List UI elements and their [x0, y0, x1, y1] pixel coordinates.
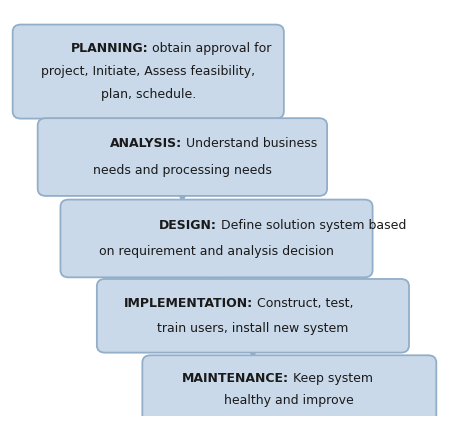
Text: on requirement and analysis decision: on requirement and analysis decision — [99, 245, 334, 258]
FancyBboxPatch shape — [38, 118, 327, 196]
FancyBboxPatch shape — [61, 200, 373, 277]
FancyBboxPatch shape — [142, 355, 436, 423]
FancyBboxPatch shape — [13, 25, 284, 119]
Text: PLANNING:: PLANNING: — [71, 42, 148, 55]
Text: Construct, test,: Construct, test, — [253, 297, 354, 310]
Text: IMPLEMENTATION:: IMPLEMENTATION: — [124, 297, 253, 310]
FancyBboxPatch shape — [97, 279, 409, 353]
Text: ANALYSIS:: ANALYSIS: — [110, 137, 182, 151]
Text: Keep system: Keep system — [289, 371, 374, 385]
Text: Define solution system based: Define solution system based — [217, 219, 406, 232]
Text: MAINTENANCE:: MAINTENANCE: — [182, 371, 289, 385]
Text: Understand business: Understand business — [182, 137, 318, 151]
Text: healthy and improve: healthy and improve — [225, 393, 354, 407]
Text: train users, install new system: train users, install new system — [157, 321, 348, 335]
Text: DESIGN:: DESIGN: — [159, 219, 217, 232]
Text: project, Initiate, Assess feasibility,: project, Initiate, Assess feasibility, — [41, 65, 255, 78]
Text: needs and processing needs: needs and processing needs — [93, 164, 272, 177]
Text: obtain approval for: obtain approval for — [148, 42, 272, 55]
Text: plan, schedule.: plan, schedule. — [100, 89, 196, 101]
